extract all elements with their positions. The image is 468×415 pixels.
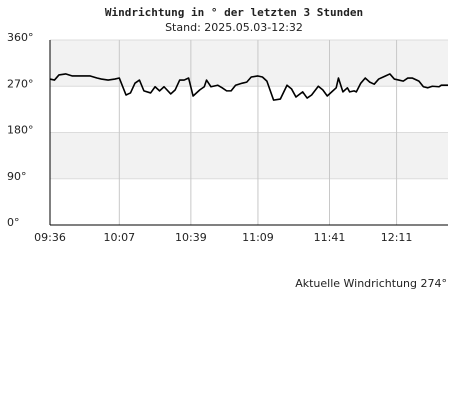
chart-title: Windrichtung in ° der letzten 3 Stunden	[105, 6, 363, 19]
x-tick-label: 12:11	[381, 231, 413, 244]
x-tick-label: 10:39	[175, 231, 207, 244]
chart-subtitle: Stand: 2025.05.03-12:32	[165, 21, 303, 34]
annotation: Aktuelle Windrichtung 274°	[295, 277, 447, 290]
y-tick-label: 180°	[7, 124, 34, 137]
x-tick-label: 11:41	[314, 231, 346, 244]
x-tick-label: 10:07	[103, 231, 135, 244]
y-tick-label: 360°	[7, 31, 34, 44]
data-line	[49, 73, 448, 101]
band	[50, 178, 448, 225]
y-tick-label: 0°	[7, 216, 20, 229]
x-tick-label: 11:09	[242, 231, 274, 244]
y-tick-label: 270°	[7, 77, 34, 90]
y-tick-label: 90°	[7, 170, 27, 183]
x-tick-label: 09:36	[34, 231, 66, 244]
band	[50, 86, 448, 133]
band	[50, 132, 448, 179]
